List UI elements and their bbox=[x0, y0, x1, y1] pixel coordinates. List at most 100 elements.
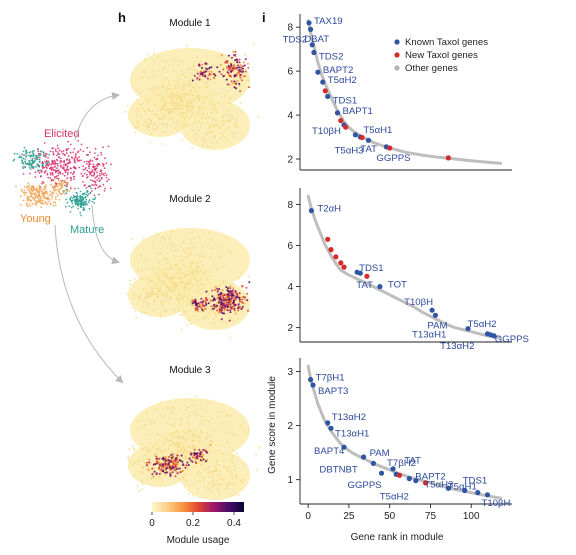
legend-marker-known bbox=[394, 39, 400, 45]
y-tick-label: 4 bbox=[287, 282, 293, 293]
gene-label: T10βH bbox=[482, 498, 511, 509]
x-tick-label: 75 bbox=[425, 511, 437, 522]
other-genes-series bbox=[306, 194, 503, 340]
y-tick-label: 2 bbox=[287, 421, 293, 432]
new-gene-point bbox=[396, 472, 403, 478]
new-gene-point bbox=[445, 155, 451, 161]
colorbar-tick-2: 0.4 bbox=[227, 518, 241, 529]
arrow-module-3 bbox=[54, 224, 124, 384]
gene-label: BAPT3 bbox=[318, 386, 348, 397]
gene-label: T5αH2 bbox=[380, 492, 409, 503]
gene-label: T7βH1 bbox=[316, 373, 345, 384]
module-1-umap bbox=[124, 42, 260, 150]
y-tick-label: 6 bbox=[287, 67, 293, 78]
new-gene-point bbox=[364, 273, 370, 279]
known-gene-point bbox=[413, 478, 419, 484]
gene-label: GGPPS bbox=[495, 334, 529, 345]
gene-label: T2αH bbox=[317, 204, 341, 215]
gene-label: T10βH bbox=[312, 126, 341, 137]
known-gene-point bbox=[377, 284, 383, 290]
known-gene-point bbox=[378, 470, 385, 476]
panel-label-h: h bbox=[118, 10, 126, 25]
known-gene-point bbox=[357, 270, 363, 276]
gene-label: T13αH2 bbox=[332, 412, 366, 423]
gene-label: TAT bbox=[404, 455, 421, 466]
x-tick-label: 100 bbox=[463, 511, 480, 522]
label-young: Young bbox=[20, 213, 51, 225]
x-tick-label: 50 bbox=[384, 511, 396, 522]
known-gene-point bbox=[491, 333, 497, 339]
gene-label: PAM bbox=[370, 448, 390, 459]
known-gene-point bbox=[310, 382, 316, 388]
gene-label: BAPT4 bbox=[314, 446, 345, 457]
known-gene-point bbox=[432, 312, 438, 318]
known-gene-point bbox=[429, 307, 435, 313]
gene-label: BAPT2 bbox=[323, 65, 353, 76]
y-tick-label: 4 bbox=[287, 111, 293, 122]
gene-label: TOT bbox=[388, 280, 407, 291]
gene-label: T13αH1 bbox=[335, 428, 369, 439]
new-gene-point bbox=[322, 88, 328, 94]
known-gene-point bbox=[308, 208, 314, 214]
x-tick-label: 25 bbox=[343, 511, 355, 522]
known-gene-point bbox=[390, 466, 396, 472]
gene-label: TDS1 bbox=[333, 95, 358, 106]
legend-label-known: Known Taxol genes bbox=[405, 37, 488, 48]
known-gene-point bbox=[341, 444, 347, 450]
module-3-umap bbox=[127, 394, 260, 500]
gene-label: T5αH2 bbox=[328, 75, 357, 86]
gene-label: BAPT1 bbox=[343, 106, 373, 117]
y-tick-label: 2 bbox=[287, 323, 293, 334]
new-gene-point bbox=[359, 134, 365, 141]
module-1-scatter: 2468TAX19TDS2DBATTDS2BAPT2T5αH2TDS1BAPT1… bbox=[283, 14, 512, 171]
known-gene-point bbox=[365, 137, 372, 143]
y-tick-label: 8 bbox=[287, 23, 293, 34]
gene-label: T7βH2 bbox=[387, 458, 416, 469]
known-gene-point bbox=[370, 460, 376, 466]
known-gene-point bbox=[325, 420, 331, 426]
colorbar bbox=[152, 502, 244, 512]
gene-label: T5αH3 bbox=[424, 479, 453, 490]
new-gene-point bbox=[333, 254, 339, 260]
module-1-title: Module 1 bbox=[169, 18, 211, 29]
gene-label: PAM bbox=[427, 320, 447, 331]
y-tick-label: 6 bbox=[287, 241, 293, 252]
module-2-title: Module 2 bbox=[169, 194, 211, 205]
new-gene-point bbox=[328, 247, 334, 253]
gene-label: GGPPS bbox=[376, 153, 410, 164]
known-gene-point bbox=[320, 79, 326, 85]
new-gene-point bbox=[423, 480, 429, 486]
gene-label: TAT bbox=[360, 144, 377, 155]
gene-label: TAT bbox=[356, 280, 373, 291]
known-gene-point bbox=[315, 69, 321, 75]
colorbar-tick-0: 0 bbox=[149, 518, 155, 529]
known-gene-point bbox=[462, 487, 468, 494]
gene-label: T5αH2 bbox=[468, 319, 497, 330]
y-tick-label: 1 bbox=[287, 475, 293, 486]
gene-label: T5αH1 bbox=[448, 482, 477, 493]
gene-label: T13αH1 bbox=[412, 330, 446, 341]
gene-label: T5αH1 bbox=[363, 125, 392, 136]
legend-label-other: Other genes bbox=[405, 63, 458, 74]
known-gene-point bbox=[445, 485, 451, 491]
new-gene-point bbox=[325, 236, 331, 242]
gene-label: T10βH bbox=[404, 297, 433, 308]
y-tick-label: 2 bbox=[287, 155, 293, 166]
gene-label: TDS2 bbox=[283, 34, 308, 45]
y-tick-label: 3 bbox=[287, 367, 293, 378]
legend: Known Taxol genes New Taxol genes Other … bbox=[394, 37, 488, 74]
known-gene-point bbox=[308, 26, 314, 32]
new-gene-point bbox=[343, 124, 349, 130]
legend-marker-new bbox=[394, 52, 400, 58]
known-gene-point bbox=[475, 490, 481, 496]
y-axis-label: Gene score in module bbox=[267, 376, 278, 474]
known-gene-point bbox=[311, 49, 317, 56]
known-gene-point bbox=[334, 110, 341, 116]
gene-label: TAX19 bbox=[314, 16, 343, 27]
gene-label: DBAT bbox=[304, 34, 329, 45]
arrow-module-1 bbox=[74, 91, 120, 141]
new-gene-point bbox=[338, 260, 344, 266]
known-gene-point bbox=[406, 476, 412, 482]
colorbar-label: Module usage bbox=[167, 535, 230, 546]
new-gene-point bbox=[387, 145, 393, 151]
